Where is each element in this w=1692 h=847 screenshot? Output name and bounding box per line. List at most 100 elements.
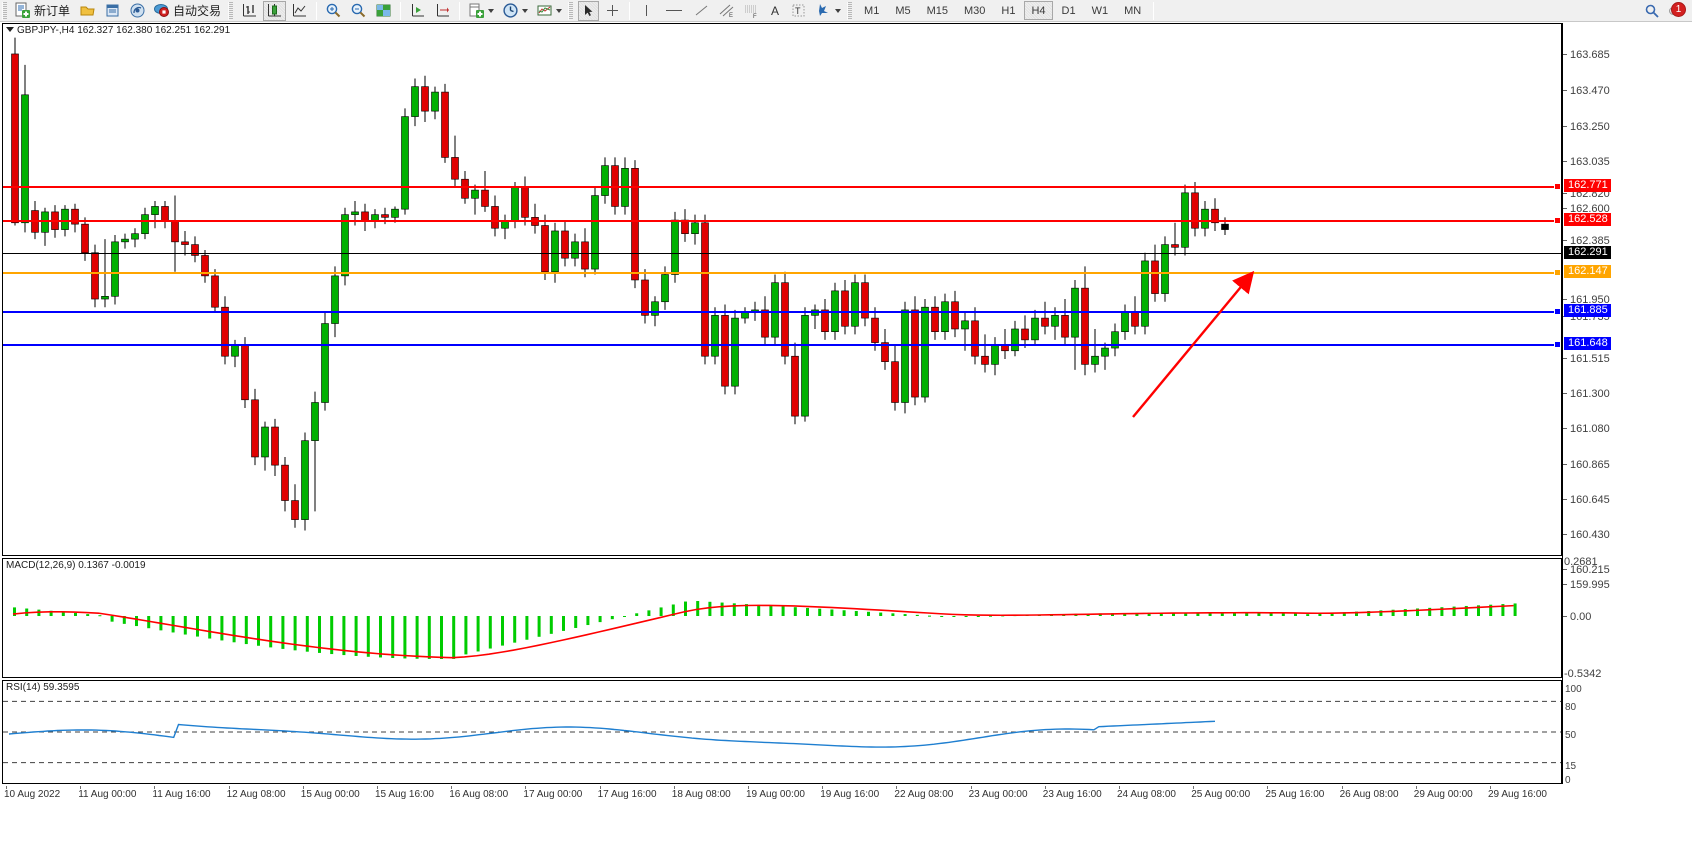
macd-histogram-bar	[147, 616, 151, 629]
macd-histogram-bar	[183, 616, 187, 635]
resistance-1-handle[interactable]	[1554, 217, 1561, 224]
timeframe-h4[interactable]: H4	[1024, 1, 1053, 20]
timeframe-m1[interactable]: M1	[864, 4, 880, 17]
macd-histogram-bar	[1257, 612, 1261, 616]
time-label: 24 Aug 08:00	[1117, 789, 1176, 800]
timeframe-m5[interactable]: M5	[895, 4, 911, 17]
timeframe-mn[interactable]: MN	[1124, 4, 1142, 17]
candle-body	[741, 312, 749, 319]
zoom-out-button[interactable]	[347, 1, 370, 21]
support-1-handle[interactable]	[1554, 308, 1561, 315]
collapse-triangle-icon[interactable]	[6, 27, 14, 32]
macd-panel[interactable]: MACD(12,26,9) 0.1367 -0.0019	[2, 558, 1562, 678]
macd-histogram-bar	[1184, 612, 1188, 616]
time-tick	[6, 786, 7, 789]
price-label-current-price[interactable]: 162.291	[1564, 246, 1611, 259]
autotrading-button[interactable]: 自动交易	[151, 1, 225, 21]
chart-shift-button[interactable]	[431, 1, 454, 21]
current-price-line[interactable]	[3, 253, 1561, 254]
horizontal-line-button[interactable]	[660, 1, 688, 21]
timeframe-d1[interactable]: D1	[1061, 4, 1076, 17]
candle-body	[861, 282, 869, 319]
auto-scroll-button[interactable]	[406, 1, 429, 21]
vertical-line-button[interactable]	[635, 1, 658, 21]
macd-histogram-bar	[1172, 612, 1175, 616]
resistance-line-1[interactable]	[3, 220, 1561, 222]
support-line-1[interactable]	[3, 311, 1561, 313]
candle-body	[881, 342, 889, 362]
text-button[interactable]: A	[765, 1, 785, 21]
candle-body	[1161, 244, 1169, 294]
candle-body	[111, 241, 119, 297]
data-window-button[interactable]	[101, 1, 124, 21]
macd-histogram-bar	[1330, 612, 1334, 616]
price-label-resistance-2[interactable]: 162.771	[1564, 179, 1611, 192]
crosshair-button[interactable]	[601, 1, 624, 21]
time-label: 29 Aug 16:00	[1488, 789, 1547, 800]
macd-histogram-bar	[403, 616, 407, 659]
macd-histogram-bar	[598, 616, 602, 623]
macd-histogram-bar	[269, 616, 273, 648]
timeframe-m30[interactable]: M30	[964, 4, 986, 17]
indicators-button[interactable]	[533, 1, 565, 21]
macd-tick: 0.2681	[1564, 556, 1598, 568]
timeframe-m15[interactable]: M15	[926, 4, 948, 17]
notification-button[interactable]: 1	[1668, 1, 1686, 19]
price-axis[interactable]: 163.685 163.470 163.250 163.035 162.820 162.6…	[1562, 23, 1690, 786]
signals-button[interactable]	[126, 1, 149, 21]
trendline-button[interactable]	[690, 1, 713, 21]
toolbar-grip-4[interactable]	[847, 1, 853, 20]
timeframe-h1[interactable]: H1	[1001, 4, 1016, 17]
candlestick-chart-button[interactable]	[263, 0, 287, 21]
macd-histogram-bar	[1245, 612, 1249, 616]
candle-body	[421, 86, 429, 112]
resistance-2-handle[interactable]	[1554, 183, 1561, 190]
text-label-button[interactable]: T	[787, 1, 810, 21]
price-label-resistance-1[interactable]: 162.528	[1564, 213, 1611, 226]
price-label-pivot[interactable]: 162.147	[1564, 265, 1611, 278]
cursor-button[interactable]	[578, 0, 600, 21]
magnifier-icon[interactable]	[1644, 3, 1660, 19]
timeframe-w1[interactable]: W1	[1091, 4, 1109, 17]
candle-body	[1191, 192, 1199, 229]
candle-body	[1211, 208, 1219, 224]
pivot-line[interactable]	[3, 272, 1561, 274]
candle-body	[171, 221, 179, 243]
equidistant-channel-button[interactable]: E	[715, 1, 738, 21]
candle-body	[331, 275, 339, 324]
price-tick: 162.600	[1563, 204, 1610, 215]
candle-body	[81, 223, 89, 254]
candle-body	[41, 211, 49, 233]
bar-chart-button[interactable]	[238, 1, 261, 21]
zoom-in-button[interactable]	[322, 1, 345, 21]
periodicity-button[interactable]	[499, 1, 531, 21]
experts-button[interactable]	[76, 1, 99, 21]
shapes-button[interactable]	[812, 1, 844, 21]
toolbar-grip-2[interactable]	[228, 1, 234, 20]
support-line-2[interactable]	[3, 344, 1561, 346]
toolbar-grip-1[interactable]	[2, 1, 7, 20]
line-chart-button[interactable]	[288, 1, 311, 21]
fibonacci-button[interactable]: F	[740, 1, 763, 21]
new-order-button[interactable]: 新订单	[12, 1, 74, 21]
macd-histogram-bar	[1379, 610, 1383, 616]
candle-body	[151, 206, 159, 215]
market-watch-button[interactable]	[372, 1, 395, 21]
rsi-panel[interactable]: RSI(14) 59.3595	[2, 680, 1562, 784]
pivot-handle[interactable]	[1554, 269, 1561, 276]
time-tick	[1415, 786, 1417, 789]
time-label: 19 Aug 16:00	[820, 789, 880, 800]
time-axis[interactable]: 10 Aug 2022 11 Aug 00:00 11 Aug 16:00 12 Au…	[2, 786, 1562, 806]
price-label-support-2[interactable]: 161.648	[1564, 337, 1611, 350]
time-label: 22 Aug 08:00	[894, 789, 954, 800]
templates-button[interactable]	[465, 1, 497, 21]
support-2-handle[interactable]	[1554, 341, 1561, 348]
resistance-line-2[interactable]	[3, 186, 1561, 188]
candle-body	[1091, 355, 1099, 365]
price-panel[interactable]: GBPJPY-,H4 162.327 162.380 162.251 162.2…	[2, 23, 1562, 556]
price-label-support-1[interactable]: 161.885	[1564, 304, 1611, 317]
candle-body	[1061, 315, 1069, 338]
toolbar-grip-3[interactable]	[568, 1, 574, 20]
candle-body	[771, 282, 779, 338]
time-tick	[1193, 786, 1195, 789]
